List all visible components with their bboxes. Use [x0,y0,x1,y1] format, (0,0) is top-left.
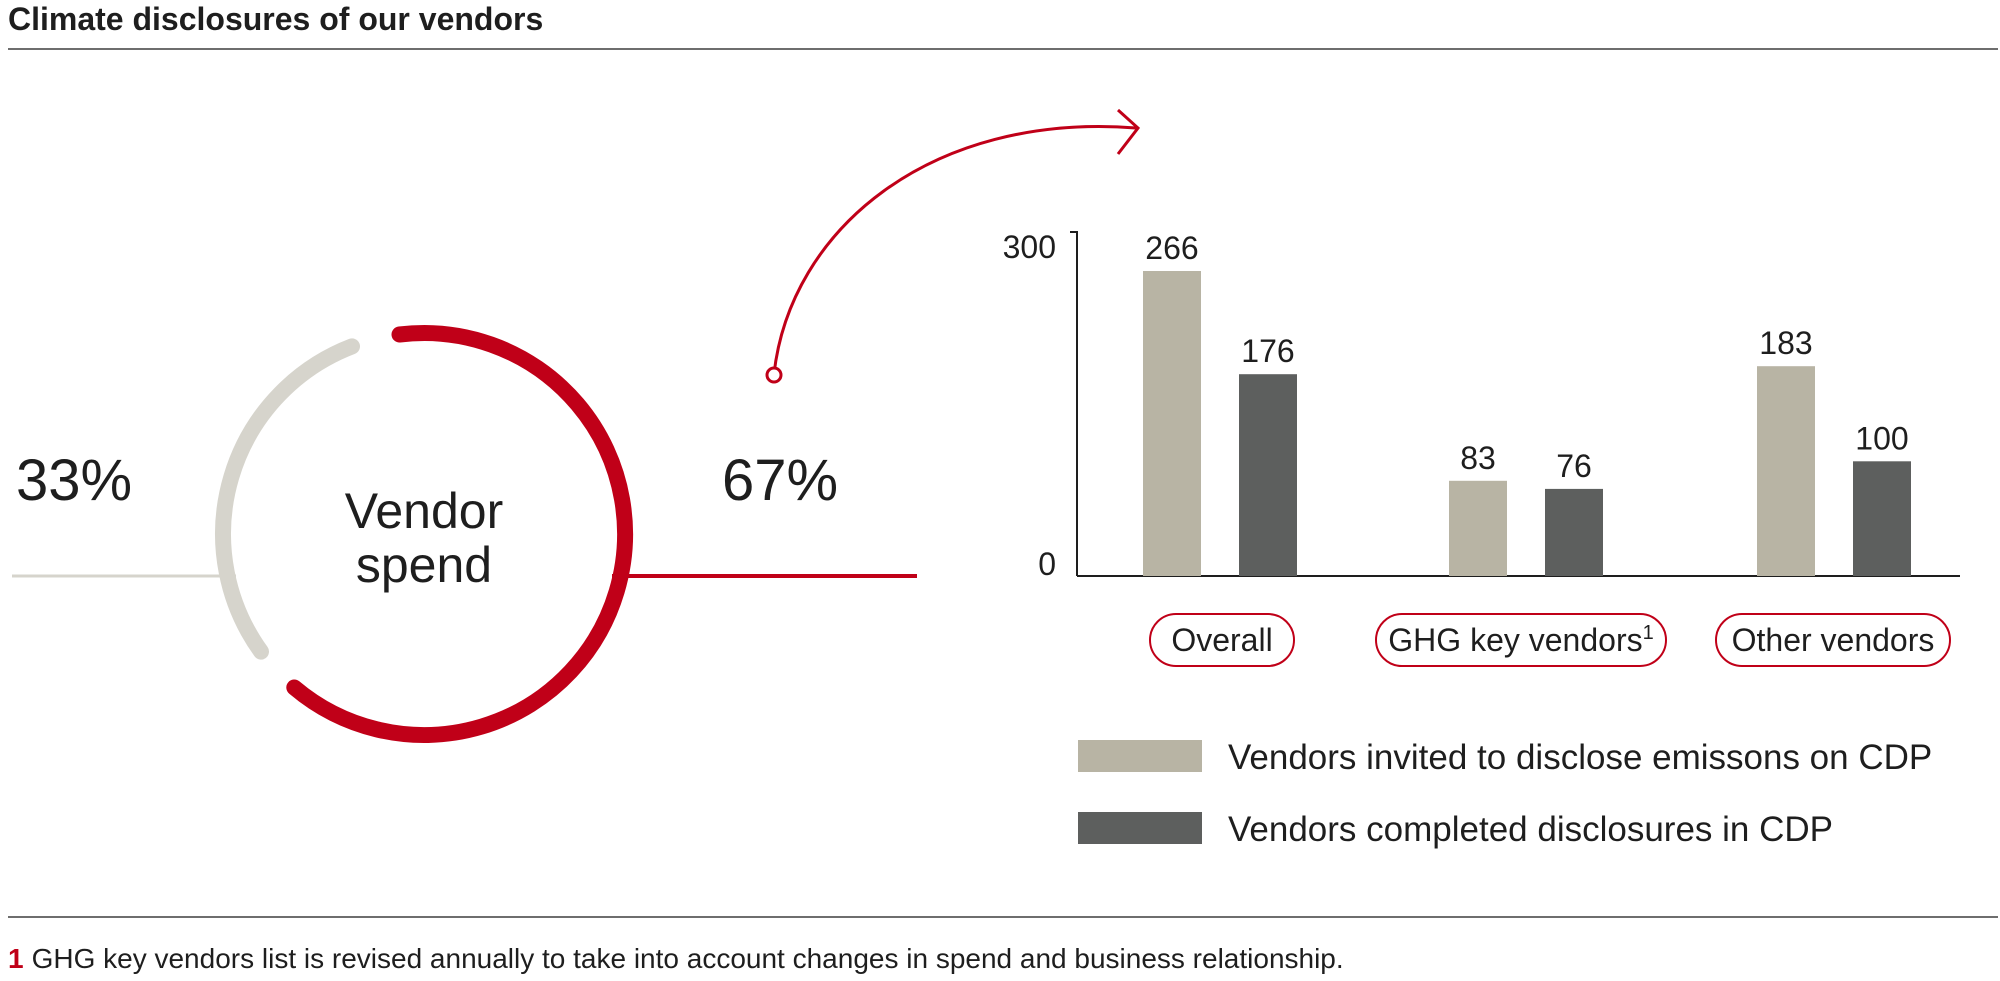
y-tick-label-max: 300 [1003,229,1056,265]
title-divider [8,48,1998,50]
arrow-curve [772,125,1137,375]
donut-segment-right [286,324,634,743]
donut-center-line1: Vendor [345,483,503,539]
bar-invited-2 [1757,366,1815,576]
page-title: Climate disclosures of our vendors [8,1,544,37]
bar-invited-0 [1143,271,1201,576]
legend: Vendors invited to disclose emissons on … [1078,738,1932,849]
arrow-head [1116,108,1141,155]
bar-chart: 300 0 266 83 183 176 76 100 Overall GHG key ve… [1003,229,1960,849]
bar-completed-0 [1239,374,1297,576]
vendor-spend-donut: Vendor spend 33% 67% [12,324,917,743]
bars-group: 266 83 183 176 76 100 [1143,230,1911,576]
category-label: Other vendors [1732,622,1935,658]
legend-swatch-invited [1078,740,1202,772]
legend-label-invited: Vendors invited to disclose emissons on … [1228,738,1932,777]
category-pill [1375,613,1667,667]
donut-center-line2: spend [356,537,492,593]
footnote-marker: 1 [8,943,24,974]
category-pill [1715,613,1951,667]
bar-value-label: 76 [1556,448,1592,484]
curved-arrow [765,108,1141,384]
legend-swatch-completed [1078,812,1202,844]
bar-completed-1 [1545,488,1603,576]
right-percent-label: 67% [722,448,838,513]
left-percent-label: 33% [16,448,132,513]
bar-value-label: 183 [1759,325,1812,361]
footnote-text: GHG key vendors list is revised annually… [31,943,1344,974]
category-labels-group: Overall GHG key vendors1 Other vendors [1149,613,1951,667]
bar-completed-2 [1853,461,1911,576]
arrow-origin-dot [765,366,783,384]
category-pill [1149,613,1295,667]
bar-value-label: 100 [1855,420,1908,456]
y-tick-label-min: 0 [1038,546,1056,582]
bar-value-label: 266 [1145,230,1198,266]
climate-disclosure-graphic: Vendor spend 33% 67% 300 0 266 83 183 176 76… [12,108,1960,849]
bar-value-label: 176 [1241,333,1294,369]
footnote-divider [8,916,1998,918]
category-superscript: 1 [1643,622,1654,644]
footnote: 1 GHG key vendors list is revised annuall… [8,942,1344,976]
category-label: GHG key vendors1 [1388,622,1653,658]
category-label: Overall [1171,622,1272,658]
bar-invited-1 [1449,480,1507,576]
legend-label-completed: Vendors completed disclosures in CDP [1228,810,1833,849]
donut-segment-left [215,338,360,660]
bar-value-label: 83 [1460,440,1496,476]
